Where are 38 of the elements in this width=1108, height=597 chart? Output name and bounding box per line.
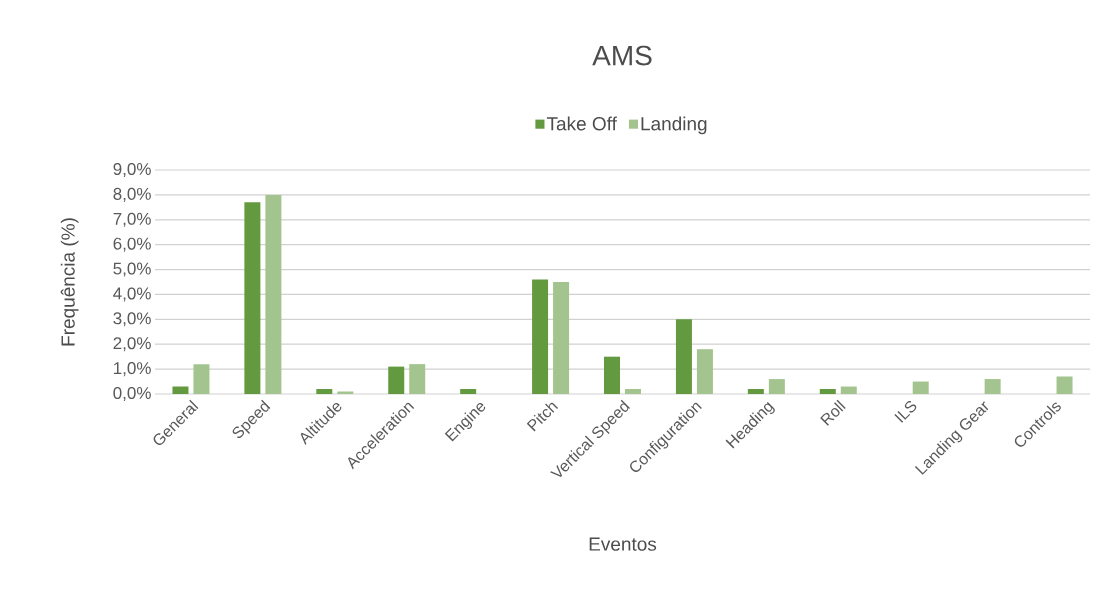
bar xyxy=(696,349,713,394)
y-tick-label: 5,0% xyxy=(113,262,151,277)
bar xyxy=(553,282,570,394)
y-tick-label: 9,0% xyxy=(113,162,151,178)
bar xyxy=(819,389,836,394)
legend-label: Landing xyxy=(641,116,707,135)
y-tick-label: 8,0% xyxy=(113,187,151,202)
bar xyxy=(768,379,785,394)
bar xyxy=(625,389,642,394)
bar xyxy=(388,366,405,394)
bar xyxy=(912,381,929,394)
y-tick-label: 2,0% xyxy=(113,337,151,352)
bar xyxy=(460,389,477,394)
y-tick-label: 1,0% xyxy=(114,362,151,377)
bar xyxy=(265,194,282,394)
y-tick-label: 3,0% xyxy=(113,312,151,327)
bar xyxy=(532,279,549,394)
bar xyxy=(747,389,764,394)
bar xyxy=(675,319,692,394)
bar xyxy=(1056,376,1073,394)
bar xyxy=(244,202,261,394)
bar xyxy=(316,389,333,394)
x-tick-label: ILS xyxy=(894,401,917,423)
bar xyxy=(193,364,210,394)
y-tick-label: 6,0% xyxy=(113,237,151,252)
y-tick-label: 0,0% xyxy=(113,386,151,402)
bar xyxy=(172,386,189,394)
y-axis-title: Frequência (%) xyxy=(60,218,79,346)
chart-title: AMS xyxy=(592,45,652,66)
legend-label: Take Off xyxy=(546,116,617,131)
x-tick-label: Roll xyxy=(820,399,846,426)
bar xyxy=(409,364,426,394)
bar xyxy=(840,386,857,394)
y-tick-label: 4,0% xyxy=(113,287,151,302)
bar xyxy=(604,356,621,394)
y-tick-label: 7,0% xyxy=(113,212,151,227)
bar xyxy=(984,379,1001,394)
x-axis-title: Eventos xyxy=(589,537,657,551)
